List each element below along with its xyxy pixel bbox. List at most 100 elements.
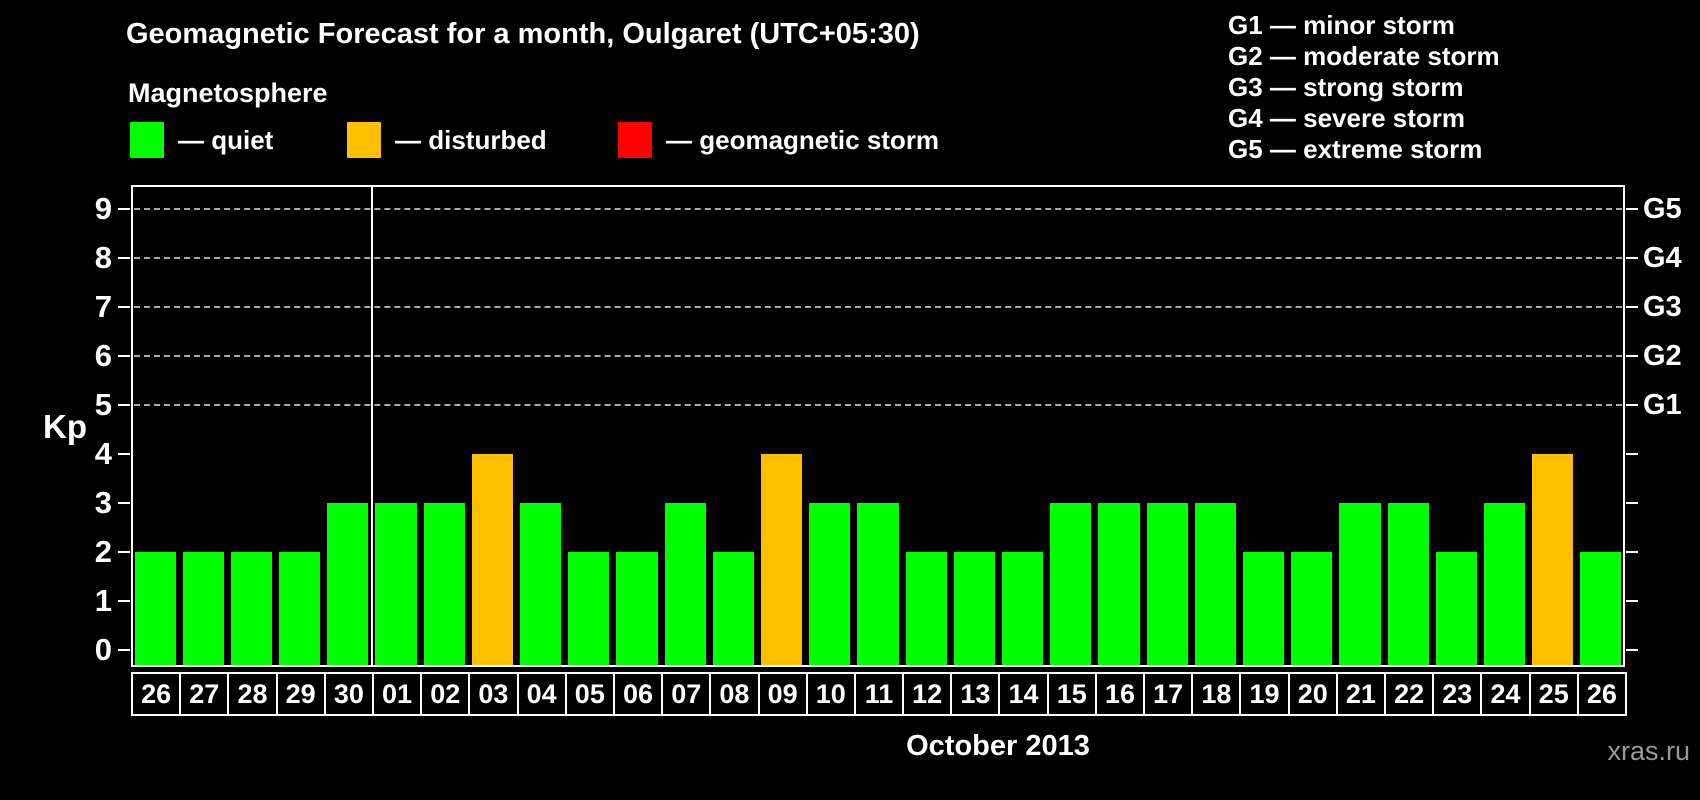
g-scale-label-g5: G5: [1643, 193, 1682, 225]
day-label: 16: [1094, 672, 1146, 716]
y-tick-left: [118, 257, 130, 259]
day-label: 15: [1046, 672, 1097, 716]
y-tick-label: 5: [94, 387, 112, 422]
y-tick-left: [118, 649, 130, 651]
day-label: 07: [661, 672, 712, 716]
gridline-kp5: [134, 404, 1622, 406]
day-label: 26: [131, 672, 182, 716]
bar-day-25: [1532, 454, 1574, 665]
bar-day-01: [375, 503, 417, 665]
bar-day-26: [134, 552, 176, 665]
disturbed-swatch: [347, 122, 381, 158]
bar-day-02: [423, 503, 465, 665]
legend: — quiet — disturbed — geomagnetic storm: [0, 122, 1700, 160]
bar-day-27: [182, 552, 224, 665]
y-tick-left: [118, 404, 130, 406]
month-separator: [370, 185, 373, 667]
y-tick-label: 7: [94, 289, 112, 324]
day-label: 06: [612, 672, 664, 716]
y-axis-label: Kp: [43, 408, 87, 445]
y-tick-label: 0: [94, 632, 112, 667]
day-label: 11: [853, 672, 905, 716]
day-label: 21: [1335, 672, 1387, 716]
day-label: 18: [1191, 672, 1242, 716]
bar-day-15: [1050, 503, 1092, 665]
y-tick-right: [1626, 453, 1638, 455]
y-tick-right: [1626, 600, 1638, 602]
storm-label: — geomagnetic storm: [666, 125, 940, 155]
bar-day-04: [520, 503, 562, 665]
y-tick-right: [1626, 355, 1638, 357]
y-tick-left: [118, 551, 130, 553]
y-tick-label: 6: [94, 338, 112, 373]
day-label: 09: [757, 672, 808, 716]
g-scale-entry: G4 — severe storm: [1228, 103, 1466, 133]
day-label: 28: [227, 672, 278, 716]
bar-day-29: [279, 552, 321, 665]
y-tick-label: 1: [94, 583, 112, 618]
bar-day-14: [1001, 552, 1044, 665]
bar-day-19: [1242, 552, 1285, 665]
bar-day-12: [905, 552, 947, 665]
g-scale-entry: G2 — moderate storm: [1228, 41, 1500, 71]
quiet-swatch: [130, 122, 164, 158]
day-label: 12: [902, 672, 953, 716]
y-tick-right: [1626, 502, 1638, 504]
bar-day-23: [1435, 552, 1477, 665]
day-label: 04: [516, 672, 567, 716]
gridline-kp9: [134, 208, 1622, 210]
bar-day-24: [1483, 503, 1526, 665]
bar-day-17: [1146, 503, 1188, 665]
day-label: 13: [950, 672, 1001, 716]
quiet-label: — quiet: [178, 125, 274, 155]
bar-day-30: [327, 503, 369, 665]
day-label: 30: [323, 672, 374, 716]
g-scale-entry: G1 — minor storm: [1228, 10, 1455, 40]
magnetosphere-label: Magnetosphere: [128, 78, 328, 108]
day-label: 05: [564, 672, 615, 716]
month-label: October 2013: [906, 730, 1090, 762]
gridline-kp8: [134, 257, 1622, 259]
bar-day-16: [1098, 503, 1140, 665]
y-tick-label: 9: [94, 191, 112, 226]
bar-day-20: [1291, 552, 1333, 665]
y-tick-right: [1626, 404, 1638, 406]
y-tick-left: [118, 600, 130, 602]
y-tick-right: [1626, 208, 1638, 210]
y-tick-left: [118, 355, 130, 357]
y-tick-left: [118, 453, 130, 455]
bar-day-05: [568, 552, 610, 665]
bar-day-08: [712, 552, 754, 665]
day-label: 24: [1480, 672, 1531, 716]
gridline-kp6: [134, 355, 1622, 357]
day-label: 22: [1384, 672, 1435, 716]
storm-scale-legend: G1 — minor storm G2 — moderate storm G3 …: [1228, 10, 1500, 165]
y-tick-label: 2: [94, 534, 112, 569]
day-label: 20: [1287, 672, 1338, 716]
bar-day-07: [664, 503, 706, 665]
day-label: 19: [1239, 672, 1290, 716]
bar-day-18: [1194, 503, 1236, 665]
day-label: 23: [1432, 672, 1483, 716]
bar-day-28: [230, 552, 273, 665]
day-label: 27: [179, 672, 230, 716]
y-tick-left: [118, 502, 130, 504]
g-scale-label-g4: G4: [1643, 242, 1682, 274]
bar-day-10: [809, 503, 851, 665]
bar-day-21: [1339, 503, 1381, 665]
y-tick-left: [118, 306, 130, 308]
y-tick-right: [1626, 551, 1638, 553]
bar-day-09: [761, 454, 803, 665]
g-scale-entry: G5 — extreme storm: [1228, 134, 1483, 164]
g-scale-label-g2: G2: [1643, 340, 1682, 372]
y-tick-label: 3: [94, 485, 112, 520]
bar-day-22: [1387, 503, 1429, 665]
g-scale-entry: G3 — strong storm: [1228, 72, 1464, 102]
g-scale-label-g1: G1: [1643, 389, 1682, 421]
day-label: 26: [1576, 672, 1627, 716]
day-label: 01: [371, 672, 423, 716]
y-tick-right: [1626, 257, 1638, 259]
disturbed-label: — disturbed: [395, 125, 547, 155]
bar-day-13: [953, 552, 995, 665]
